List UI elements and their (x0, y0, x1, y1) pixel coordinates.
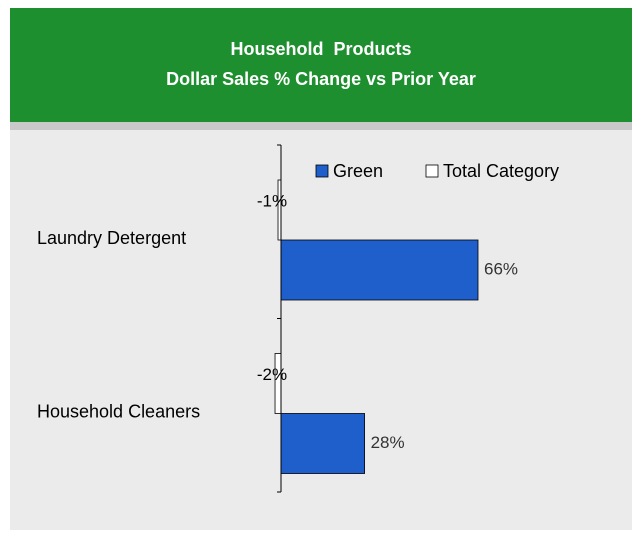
legend-swatch (425, 164, 439, 178)
bar (280, 239, 479, 301)
category-label: Household Cleaners (37, 401, 200, 421)
legend-label: Green (333, 161, 383, 181)
chart-title: Dollar Sales % Change vs Prior Year (166, 69, 476, 89)
chart-title: Household Products (230, 39, 411, 59)
header-shadow (10, 122, 632, 130)
data-label: -2% (257, 365, 287, 384)
category-label: Laundry Detergent (37, 228, 186, 248)
legend-swatch (315, 164, 329, 178)
header (10, 8, 632, 122)
data-label: 66% (484, 259, 518, 278)
legend-label: Total Category (443, 161, 559, 181)
data-label: 28% (371, 433, 405, 452)
bar (280, 413, 365, 474)
data-label: -1% (257, 191, 287, 210)
